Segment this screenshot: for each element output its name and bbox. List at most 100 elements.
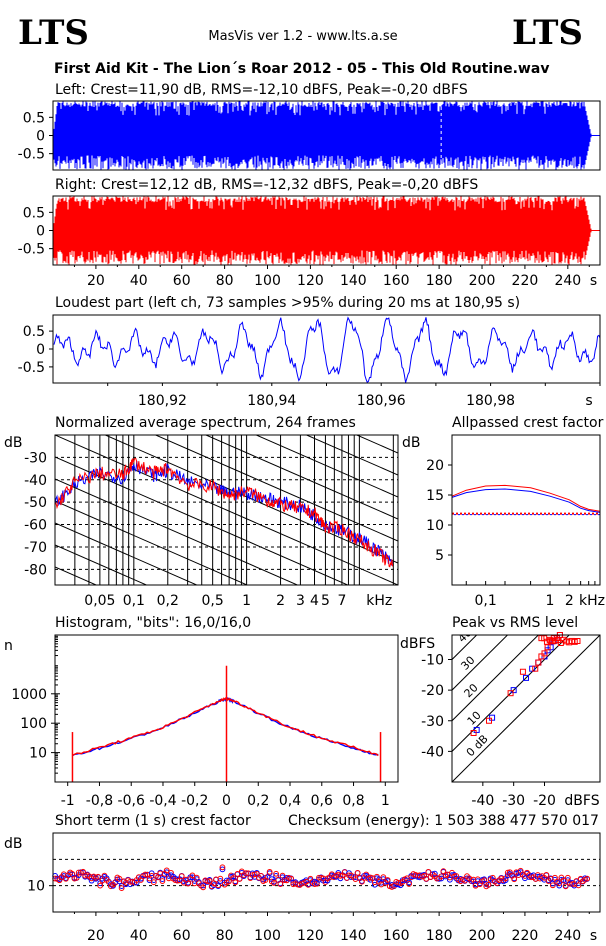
shortcrest-point-right — [543, 872, 550, 878]
shortcrest-xtick-label: 160 — [383, 928, 410, 944]
peakrms-ytick-label: -30 — [421, 714, 444, 730]
right-waveform-chart: 0.5 0 -0.5 20 40 60 80 100 120 140 160 180 200 220 240… — [18, 195, 601, 289]
spectrum-ytick-label: -30 — [24, 450, 47, 466]
histogram-xtick-label: 0,4 — [279, 793, 301, 809]
histogram-xtick-label: -1 — [61, 793, 75, 809]
peakrms-frame — [451, 634, 601, 783]
peakrms-diagonal-label: 20 — [462, 681, 481, 700]
allpass-crest-chart: 20 15 10 5 dB 0,1 1 2 kHz — [402, 434, 605, 609]
spectrum-xtick-label: 3 — [296, 593, 305, 609]
right-xtick-label: 140 — [340, 273, 367, 289]
short-term-crest-chart: 10 20 40 60 80 100 120 140 160 180 200 220 240 s dB — [4, 832, 601, 944]
shortcrest-point-right — [277, 881, 284, 887]
loudest-title: Loudest part (left ch, 73 samples >95% d… — [55, 295, 520, 311]
shortcrest-point-right — [575, 882, 582, 889]
shortcrest-point-right — [217, 875, 224, 882]
shortcrest-point-left — [446, 876, 453, 883]
histogram-xtick-label: -0,6 — [118, 793, 145, 809]
peakrms-diagonal — [452, 635, 570, 753]
shortcrest-xtick-label: 80 — [216, 928, 234, 944]
shortcrest-point-right — [225, 878, 232, 885]
shortcrest-xtick-label: 200 — [469, 928, 496, 944]
shortcrest-point-right — [380, 874, 387, 881]
shortcrest-ylabel: dB — [4, 836, 23, 852]
shortcrest-point-left — [371, 881, 378, 888]
peakrms-diagonal — [452, 635, 478, 661]
spectrum-slant-line — [204, 435, 398, 520]
spectrum-slant-line — [55, 544, 148, 585]
allpass-xtick-label: 1 — [545, 593, 554, 609]
spectrum-xtick-label: 2 — [276, 593, 285, 609]
allpass-title: Allpassed crest factor — [452, 415, 604, 431]
shortcrest-xtick-label: 220 — [512, 928, 539, 944]
peakrms-diagonal-label: 30 — [458, 654, 477, 673]
histogram-series-0 — [72, 697, 379, 757]
allpass-series-1 — [451, 484, 601, 512]
shortcrest-point-left — [200, 882, 207, 889]
shortcrest-xtick-label: 240 — [554, 928, 581, 944]
peakrms-point-1 — [519, 668, 526, 675]
spectrum-slant-line — [254, 435, 398, 498]
shortcrest-xtick-label: 180 — [426, 928, 453, 944]
histogram-xtick-label: 1 — [381, 793, 390, 809]
histogram-ylabel: n — [4, 638, 13, 654]
spectrum-slant-line — [154, 435, 398, 542]
spectrum-ytick-label: -50 — [24, 495, 47, 511]
shortcrest-point-left — [116, 878, 123, 885]
shortcrest-title: Short term (1 s) crest factor — [55, 813, 251, 829]
allpass-ylabel: dB — [402, 435, 421, 451]
shortcrest-point-right — [425, 869, 432, 875]
logo-left: LTS — [18, 13, 89, 53]
shortcrest-xtick-label: 100 — [254, 928, 281, 944]
spectrum-ylabel: dB — [4, 435, 23, 451]
right-xtick-label: 60 — [173, 273, 191, 289]
loudest-frame — [52, 314, 601, 384]
right-ytick-label: 0.5 — [23, 205, 45, 221]
histogram-xtick-label: -0,8 — [86, 793, 113, 809]
shortcrest-xtick-label: 120 — [297, 928, 324, 944]
shortcrest-xtick-label: 140 — [340, 928, 367, 944]
allpass-ytick-label: 10 — [426, 518, 444, 534]
shortcrest-point-right — [236, 876, 243, 882]
histogram-xtick-label: 0,2 — [247, 793, 269, 809]
spectrum-xtick-label: 0,2 — [157, 593, 179, 609]
spectrum-xtick-label: 0,1 — [123, 593, 145, 609]
checksum-text: Checksum (energy): 1 503 388 477 570 017 — [288, 813, 599, 829]
loudest-trace — [53, 316, 601, 383]
shortcrest-point-right — [163, 867, 170, 874]
shortcrest-point-right — [142, 871, 149, 878]
peakrms-point-1 — [544, 644, 551, 651]
allpass-series-0 — [451, 488, 601, 513]
histogram-ytick-label: 10 — [29, 746, 47, 762]
loudest-xtick-label: 180,94 — [247, 393, 296, 409]
right-xtick-label: 40 — [130, 273, 148, 289]
histogram-xtick-label: -0,4 — [149, 793, 176, 809]
spectrum-slant-line — [55, 478, 299, 585]
right-xtick-label: s — [590, 273, 597, 289]
left-ytick-label: -0.5 — [18, 147, 45, 163]
right-xtick-label: 160 — [383, 273, 410, 289]
histogram-series-1 — [72, 696, 379, 757]
spectrum-series-1 — [54, 457, 394, 568]
loudest-ytick-label: 0.5 — [23, 324, 45, 340]
histogram-ytick-label: 100 — [20, 716, 47, 732]
peakrms-ytick-label: -20 — [421, 683, 444, 699]
peakrms-point-1 — [470, 730, 477, 736]
peakrms-ylabel: dBFS — [400, 636, 435, 652]
loudest-part-chart: 0.5 0 -0.5 180,92 180,94 180,96 180,98 s — [18, 314, 601, 409]
peakrms-point-1 — [538, 653, 545, 660]
peakrms-xlabel: dBFS — [564, 793, 599, 809]
spectrum-ytick-label: -80 — [24, 562, 47, 578]
spectrum-xtick-label: kHz — [366, 593, 392, 609]
histogram-xtick-label: 0,8 — [342, 793, 364, 809]
shortcrest-point-right — [150, 879, 157, 886]
app-title: MasVis ver 1.2 - www.lts.a.se — [208, 29, 397, 44]
right-ytick-label: -0.5 — [18, 242, 45, 258]
histogram-ytick-label: 1000 — [11, 687, 47, 703]
shortcrest-xtick-label: 20 — [87, 928, 105, 944]
peakrms-point-0 — [541, 653, 548, 660]
loudest-ytick-label: -0.5 — [18, 360, 45, 376]
loudest-xtick-label: 180,98 — [466, 393, 515, 409]
spectrum-ytick-label: -40 — [24, 473, 47, 489]
shortcrest-point-right — [97, 882, 104, 889]
